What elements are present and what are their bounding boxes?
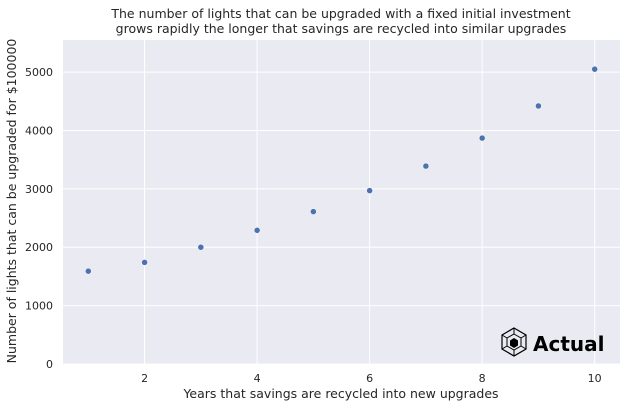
data-point	[366, 187, 373, 194]
data-point	[253, 227, 261, 234]
y-axis-label: Number of lights that can be upgraded fo…	[4, 39, 19, 364]
chart-title-line-1: The number of lights that can be upgrade…	[110, 6, 570, 21]
data-point	[422, 162, 430, 170]
x-tick-label: 6	[366, 372, 373, 385]
y-tick-label: 4000	[25, 124, 53, 137]
plot-area	[63, 40, 620, 364]
data-point	[85, 267, 92, 275]
data-point	[141, 259, 148, 266]
x-tick-label: 2	[141, 372, 148, 385]
data-point	[591, 65, 598, 73]
chart-title-line-2: grows rapidly the longer that savings ar…	[116, 21, 567, 36]
actual-logo: Actual	[501, 327, 604, 357]
logo-text: Actual	[533, 332, 604, 356]
x-tick-label: 4	[254, 372, 261, 385]
tick-labels: 2 4 6 8 10 0 1000 2000 3000 4000 5000	[25, 66, 602, 385]
data-point	[535, 102, 542, 110]
y-tick-label: 2000	[25, 241, 53, 254]
data-points	[85, 65, 598, 275]
y-tick-label: 3000	[25, 183, 53, 196]
x-axis-label: Years that savings are recycled into new…	[182, 386, 498, 401]
grid-lines	[63, 40, 620, 365]
y-tick-label: 1000	[25, 300, 53, 313]
x-tick-label: 10	[588, 372, 602, 385]
hexagon-cube-icon	[501, 327, 527, 357]
y-tick-label: 0	[46, 358, 53, 371]
x-tick-label: 8	[479, 372, 486, 385]
data-point	[197, 243, 205, 251]
y-tick-label: 5000	[25, 66, 53, 79]
data-point	[478, 134, 486, 142]
data-point	[310, 208, 317, 215]
